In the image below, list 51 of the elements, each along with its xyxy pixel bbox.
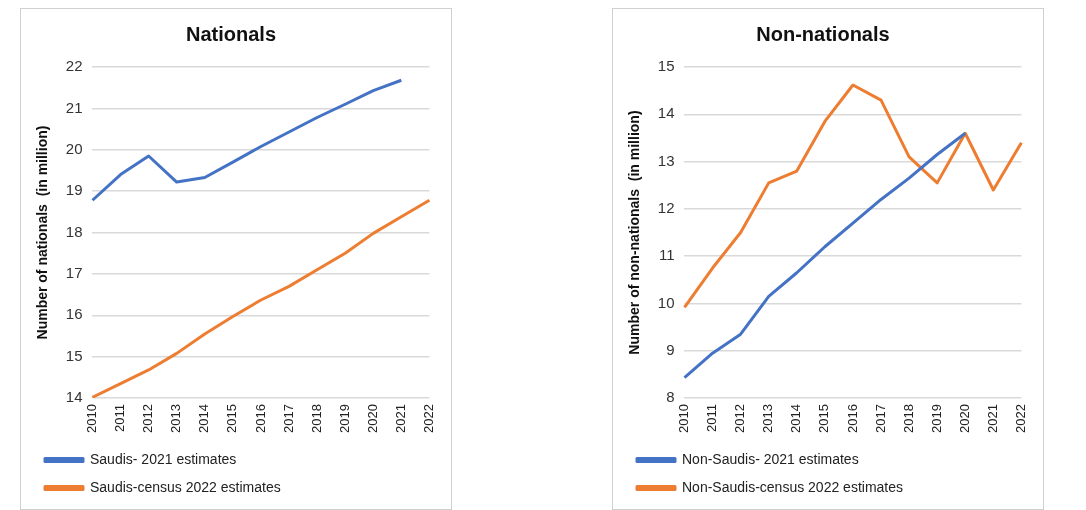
y-tick-label: 14 <box>65 388 83 406</box>
x-tick-label: 2019 <box>928 404 944 433</box>
chart-title: Non-nationals <box>756 22 890 45</box>
y-tick-label: 12 <box>657 199 675 217</box>
x-tick-label: 2020 <box>364 404 380 433</box>
x-tick-label: 2021 <box>984 404 1000 433</box>
y-tick-label: 17 <box>65 264 83 282</box>
legend-label: Non-Saudis- 2021 estimates <box>682 450 859 467</box>
x-tick-label: 2018 <box>308 404 324 433</box>
x-tick-label: 2022 <box>1012 404 1028 433</box>
y-tick-label: 22 <box>65 57 83 75</box>
y-axis-title: Number of non-nationals (in million) <box>626 110 643 355</box>
x-tick-label: 2013 <box>168 404 184 433</box>
y-tick-label: 18 <box>65 222 83 240</box>
x-tick-label: 2010 <box>84 404 100 433</box>
x-tick-label: 2016 <box>252 404 268 433</box>
y-tick-label: 15 <box>657 57 675 75</box>
x-tick-label: 2011 <box>704 404 720 433</box>
x-tick-label: 2014 <box>788 404 804 433</box>
y-tick-label: 21 <box>65 98 83 116</box>
x-tick-label: 2017 <box>280 404 296 433</box>
x-tick-label: 2019 <box>336 404 352 433</box>
x-tick-label: 2010 <box>676 404 692 433</box>
x-tick-label: 2020 <box>956 404 972 433</box>
x-tick-label: 2012 <box>732 404 748 433</box>
x-tick-label: 2014 <box>196 404 212 433</box>
y-tick-label: 14 <box>657 104 675 122</box>
x-tick-label: 2018 <box>900 404 916 433</box>
x-tick-label: 2015 <box>816 404 832 433</box>
x-tick-label: 2013 <box>760 404 776 433</box>
y-tick-label: 11 <box>658 246 675 264</box>
x-tick-label: 2011 <box>112 404 128 433</box>
legend-label: Non-Saudis-census 2022 estimates <box>682 478 904 495</box>
x-tick-label: 2012 <box>140 404 156 433</box>
y-tick-label: 13 <box>657 151 675 169</box>
y-tick-label: 19 <box>65 181 83 199</box>
chart-title: Nationals <box>185 22 277 45</box>
x-tick-label: 2017 <box>872 404 888 433</box>
y-axis-title: Number of nationals (in million) <box>34 125 51 340</box>
x-tick-label: 2022 <box>420 404 436 433</box>
legend-label: Saudis-census 2022 estimates <box>90 478 281 495</box>
y-tick-label: 15 <box>65 346 83 364</box>
x-tick-label: 2021 <box>392 404 408 433</box>
legend-label: Saudis- 2021 estimates <box>90 450 237 467</box>
x-tick-label: 2015 <box>224 404 240 433</box>
y-tick-label: 9 <box>666 340 675 358</box>
y-tick-label: 10 <box>657 293 675 311</box>
y-tick-label: 8 <box>666 388 675 406</box>
y-tick-label: 16 <box>65 305 83 323</box>
x-tick-label: 2016 <box>844 404 860 433</box>
y-tick-label: 20 <box>65 139 83 157</box>
